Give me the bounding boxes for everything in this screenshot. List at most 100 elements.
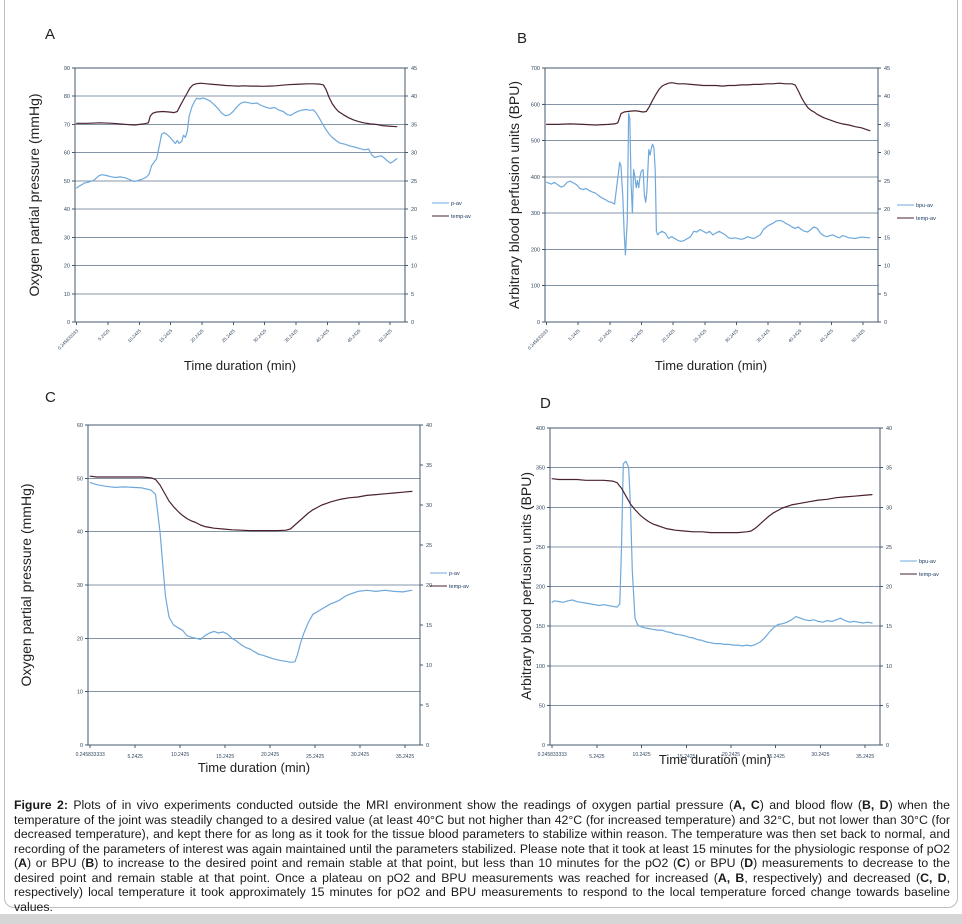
- y-right-tick-label: 10: [426, 663, 432, 669]
- series-line-p-av: [89, 481, 413, 663]
- panel-label-c: C: [45, 389, 56, 406]
- legend-label-bpu-av: bpu-av: [919, 559, 936, 565]
- y-left-tick-label: 0: [67, 320, 70, 326]
- y-left-tick-label: 20: [77, 636, 83, 642]
- caption-text-segment: ) or BPU (: [685, 856, 745, 871]
- y-right-tick-label: 15: [884, 235, 890, 241]
- y-left-tick-label: 40: [77, 530, 83, 536]
- x-tick-label: 50.2425: [851, 328, 867, 344]
- line-chart-a: 0 10 20 30 40 50 60 70 80 90 0 5 10 15 20 25 30 35 40 45 0.2…: [57, 66, 471, 351]
- x-tick-label: 10.2425: [127, 328, 143, 344]
- caption-bold-segment: D: [744, 856, 754, 871]
- legend-label-temp-av: temp-av: [916, 216, 936, 222]
- x-tick-label: 35.2425: [756, 328, 772, 344]
- y-right-tick-label: 0: [886, 743, 889, 749]
- y-right-tick-label: 30: [426, 503, 432, 509]
- x-tick-label: 10.2425: [633, 752, 651, 758]
- y-right-tick-label: 20: [886, 585, 892, 591]
- y-left-tick-label: 250: [536, 545, 545, 551]
- x-tick-label: 10.2425: [597, 328, 613, 344]
- y-right-tick-label: 25: [426, 543, 432, 549]
- caption-text-segment: ) when the temperature of the joint was …: [14, 798, 950, 871]
- x-axis-label-c: Time duration (min): [197, 760, 311, 775]
- x-tick-label: 5.2425: [567, 328, 581, 342]
- x-tick-label: 45.2425: [346, 328, 362, 344]
- caption-bold-segment: B: [85, 856, 95, 871]
- y-left-tick-label: 200: [531, 247, 540, 253]
- y-right-tick-label: 5: [426, 703, 429, 709]
- caption-text-segment: , respectively) and decreased (: [744, 870, 921, 885]
- y-left-tick-label: 150: [536, 624, 545, 630]
- y-left-tick-label: 60: [64, 151, 70, 157]
- series-line-bpu-av: [545, 112, 871, 256]
- caption-bold-segment: B, D: [861, 798, 889, 813]
- x-tick-label: 35.2425: [856, 754, 874, 760]
- plot-border: [74, 67, 406, 323]
- y-right-tick-label: 25: [886, 545, 892, 551]
- caption-text-segment: ) or BPU (: [27, 856, 86, 871]
- legend-label-p-av: p-av: [451, 201, 462, 207]
- caption-bold-segment: A, B: [717, 870, 745, 885]
- x-tick-label: 35.2425: [284, 328, 300, 344]
- figure-caption: Figure 2: Plots of in vivo experiments c…: [14, 798, 950, 914]
- x-tick-label: 25.2425: [306, 754, 324, 760]
- line-chart-d: 0 50 100 150 200 250 300 350 400 0 5 10 15 20 25 30 35 40…: [536, 426, 939, 760]
- x-tick-label: 15.2425: [677, 754, 695, 760]
- x-tick-label: 50.2425: [378, 328, 394, 344]
- x-tick-label: 45.2425: [819, 328, 835, 344]
- x-tick-label: 30.2425: [351, 752, 369, 758]
- y-left-tick-label: 300: [536, 505, 545, 511]
- y-right-tick-label: 40: [884, 94, 890, 100]
- x-tick-label: 5.2425: [128, 754, 144, 760]
- legend-label-p-av: p-av: [449, 571, 460, 577]
- x-tick-label: 20.2425: [261, 752, 279, 758]
- x-tick-label: 0.245833333: [76, 752, 105, 758]
- panel-label-b: B: [517, 30, 528, 47]
- caption-bold-segment: C: [677, 856, 686, 871]
- y-left-tick-label: 100: [531, 284, 540, 290]
- y-left-tick-label: 350: [536, 466, 545, 472]
- y-right-tick-label: 35: [886, 466, 892, 472]
- caption-text-segment: , respectively) local temperature it too…: [14, 870, 950, 914]
- y-right-tick-label: 10: [886, 664, 892, 670]
- line-chart-c: 0 10 20 30 40 50 60 0 5 10 15 20 25 30 35 40 0.245833333…: [76, 423, 470, 760]
- x-tick-label: 20.2425: [722, 752, 740, 758]
- x-tick-label: 15.2425: [629, 328, 645, 344]
- series-line-temp-av: [89, 475, 413, 532]
- x-tick-label: 15.2425: [158, 328, 174, 344]
- y-left-tick-label: 30: [64, 235, 70, 241]
- panel-label-a: A: [45, 26, 56, 43]
- y-right-tick-label: 25: [884, 179, 890, 185]
- y-right-tick-label: 35: [426, 463, 432, 469]
- x-tick-label: 5.2425: [97, 328, 111, 342]
- x-tick-label: 15.2425: [216, 754, 234, 760]
- caption-text-segment: ) measurements to decrease to the desire…: [14, 856, 950, 885]
- chart-panel-b: B Arbitrary blood perfusion units (BPU) …: [505, 22, 955, 382]
- y-left-tick-label: 40: [64, 207, 70, 213]
- caption-bold-segment: Figure 2:: [14, 798, 74, 813]
- x-tick-label: 30.2425: [811, 752, 829, 758]
- x-tick-label: 20.2425: [189, 328, 205, 344]
- y-left-tick-label: 0: [537, 320, 540, 326]
- y-right-tick-label: 35: [884, 122, 890, 128]
- x-axis-label-b: Time duration (min): [654, 358, 768, 373]
- x-tick-label: 0.245833333: [538, 752, 567, 758]
- y-right-tick-label: 20: [426, 583, 432, 589]
- caption-text-segment: Plots of in vivo experiments conducted o…: [73, 798, 734, 813]
- chart-panel-d: D Arbitrary blood perfusion units (BPU) …: [505, 386, 957, 780]
- page-bottom-strip: [0, 914, 962, 924]
- y-left-tick-label: 70: [64, 122, 70, 128]
- y-left-tick-label: 0: [542, 743, 545, 749]
- series-line-temp-av: [75, 82, 398, 128]
- y-left-tick-label: 90: [64, 66, 70, 72]
- y-right-tick-label: 40: [411, 94, 417, 100]
- plot-border: [549, 427, 881, 746]
- x-tick-label: 10.2425: [171, 752, 189, 758]
- line-chart-b: 0 100 200 300 400 500 600 700 0 5 10 15 20 25 30 35 40 45…: [527, 66, 936, 351]
- y-right-tick-label: 45: [411, 66, 417, 72]
- chart-panel-a: A Oxygen partial pressure (mmHg) 0 10 20 30…: [26, 22, 480, 382]
- x-tick-label: 5.2425: [589, 754, 605, 760]
- y-right-tick-label: 5: [884, 292, 887, 298]
- x-tick-label: 40.2425: [787, 328, 803, 344]
